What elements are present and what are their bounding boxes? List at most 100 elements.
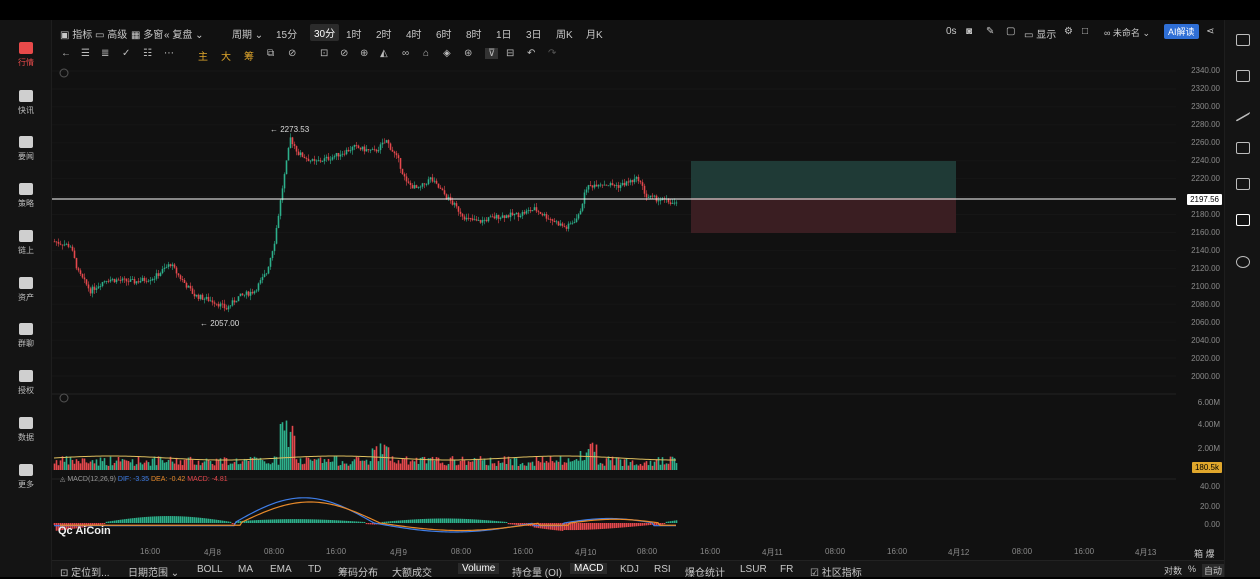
date-range-button[interactable]: 日期范围 ⌄ <box>128 568 180 579</box>
nav-item-onchain[interactable]: 链上 <box>0 226 52 266</box>
tab-fr[interactable]: FR <box>780 564 794 575</box>
camera-icon[interactable]: ◙ <box>966 26 973 37</box>
period-select[interactable]: 周期 ⌄ <box>232 30 264 41</box>
interval-month[interactable]: 月K <box>586 30 603 41</box>
chips-toggle[interactable]: 筹 <box>244 52 254 63</box>
display-button[interactable]: ▭ 显示 <box>1024 30 1057 41</box>
interval-30m[interactable]: 30分 <box>310 24 340 41</box>
volume-bar <box>485 464 488 470</box>
volume-bar <box>151 458 154 470</box>
main-chart-toggle[interactable]: 主 <box>198 52 208 63</box>
trend-icon[interactable] <box>1236 101 1250 123</box>
candle-body <box>91 286 94 294</box>
nav-item-market[interactable]: 行情 <box>0 38 52 78</box>
tab-volume[interactable]: Volume <box>458 563 500 574</box>
interval-3d[interactable]: 3日 <box>526 30 542 41</box>
tab-oi[interactable]: 持仓量 (OI) <box>512 568 562 579</box>
lock-icon[interactable]: ⌂ <box>423 48 430 59</box>
comment-icon[interactable]: ▢ <box>1006 26 1016 37</box>
pencil-icon[interactable]: ✎ <box>986 26 995 37</box>
refresh-icon[interactable] <box>1236 256 1250 268</box>
price-tick: 2180.00 <box>1191 210 1220 219</box>
nav-item-flash[interactable]: 快讯 <box>0 86 52 126</box>
time-axis[interactable]: 16:00 4月8 08:00 16:00 4月9 08:00 16:00 4月… <box>52 547 1224 559</box>
settings-icon[interactable]: ⚙ <box>1064 26 1073 37</box>
nav-item-more[interactable]: 更多 <box>0 460 52 500</box>
share-icon[interactable]: ⋖ <box>1206 26 1215 37</box>
price-chart[interactable] <box>52 64 1176 560</box>
more-tools-icon[interactable]: ⋯ <box>164 48 174 59</box>
tab-kdj[interactable]: KDJ <box>620 564 639 575</box>
interval-15m[interactable]: 15分 <box>276 30 298 41</box>
interval-2h[interactable]: 2时 <box>376 30 392 41</box>
indicators-button[interactable]: ▣ 指标 <box>60 30 93 41</box>
link-icon[interactable]: ∞ <box>402 48 410 59</box>
compare-icon[interactable]: ⧉ <box>267 48 275 59</box>
tab-community[interactable]: ☑ 社区指标 <box>810 568 862 579</box>
tab-rsi[interactable]: RSI <box>654 564 671 575</box>
filter-icon[interactable]: ⊽ <box>485 48 499 59</box>
tab-chip-dist[interactable]: 筹码分布 <box>338 568 378 579</box>
auto-scale-toggle[interactable]: 自动 <box>1202 564 1225 577</box>
trash-icon[interactable]: ⊟ <box>506 48 515 59</box>
big-orders-toggle[interactable]: 大 <box>221 52 231 63</box>
nav-item-headlines[interactable]: 要闻 <box>0 132 52 172</box>
tab-ma[interactable]: MA <box>238 564 253 575</box>
cursor-icon[interactable]: ⊡ <box>320 48 329 59</box>
candle-body <box>215 303 218 305</box>
bot-icon[interactable] <box>1236 214 1250 226</box>
measure-icon[interactable]: ⊘ <box>288 48 297 59</box>
hline-tool-icon[interactable]: ☰ <box>81 48 90 59</box>
interval-8h[interactable]: 8时 <box>466 30 482 41</box>
layers-icon[interactable] <box>1236 178 1250 190</box>
tab-macd[interactable]: MACD <box>570 563 608 574</box>
sync-icon[interactable]: ⊛ <box>464 48 473 59</box>
layout-name-select[interactable]: ∞ 未命名 ⌄ <box>1104 28 1150 38</box>
eye-icon[interactable]: ◈ <box>443 48 451 59</box>
interval-1d[interactable]: 1日 <box>496 30 512 41</box>
nav-item-auth[interactable]: 授权 <box>0 366 52 406</box>
line-tool-icon[interactable]: ← <box>61 48 71 59</box>
orderbook-icon[interactable] <box>1236 34 1250 46</box>
interval-1h[interactable]: 1时 <box>346 30 362 41</box>
nav-item-data[interactable]: 数据 <box>0 413 52 453</box>
tab-big-trades[interactable]: 大额成交 <box>392 568 432 579</box>
advanced-button[interactable]: ▭ 高级 <box>95 30 128 41</box>
trades-icon[interactable] <box>1236 70 1250 82</box>
volume-bar <box>429 458 432 470</box>
magnet-icon[interactable]: ◭ <box>380 48 388 59</box>
locate-button[interactable]: ⊡ 定位到... <box>60 568 110 579</box>
ai-interpret-button[interactable]: AI解读 <box>1164 24 1199 39</box>
price-axis[interactable]: 2340.00 2320.00 2300.00 2280.00 2260.00 … <box>1176 64 1224 560</box>
zoom-icon[interactable]: ⊕ <box>360 48 369 59</box>
nav-item-groups[interactable]: 群聊 <box>0 319 52 359</box>
undo-icon[interactable]: ↶ <box>527 48 536 59</box>
fib-tool-icon[interactable]: ☷ <box>143 48 152 59</box>
tab-liquidations[interactable]: 爆仓统计 <box>685 568 725 579</box>
tab-boll[interactable]: BOLL <box>197 564 223 575</box>
redo-icon[interactable]: ↷ <box>548 48 557 59</box>
volume-bar <box>457 464 460 470</box>
macd-bar <box>557 523 560 531</box>
interval-4h[interactable]: 4时 <box>406 30 422 41</box>
nav-item-strategy[interactable]: 策略 <box>0 179 52 219</box>
log-scale-toggle[interactable]: 对数 <box>1164 566 1183 576</box>
multi-window-button[interactable]: ▦ 多窗 <box>131 30 164 41</box>
ruler-icon[interactable]: ⊘ <box>340 48 349 59</box>
note-icon[interactable] <box>1236 142 1250 154</box>
nav-item-assets[interactable]: 资产 <box>0 273 52 313</box>
tab-ema[interactable]: EMA <box>270 564 292 575</box>
volume-bar <box>183 459 186 470</box>
volume-bar <box>153 456 156 470</box>
tab-lsur[interactable]: LSUR <box>740 564 767 575</box>
brush-tool-icon[interactable]: ✓ <box>122 48 131 59</box>
fullscreen-icon[interactable]: □ <box>1082 26 1089 37</box>
interval-6h[interactable]: 6时 <box>436 30 452 41</box>
macd-bar <box>351 521 354 523</box>
percent-toggle[interactable]: % <box>1188 564 1197 574</box>
tab-td[interactable]: TD <box>308 564 322 575</box>
replay-button[interactable]: « 复盘 ⌄ <box>164 30 204 41</box>
interval-week[interactable]: 周K <box>556 30 573 41</box>
channel-tool-icon[interactable]: ≣ <box>101 48 110 59</box>
volume-bar <box>623 459 626 470</box>
